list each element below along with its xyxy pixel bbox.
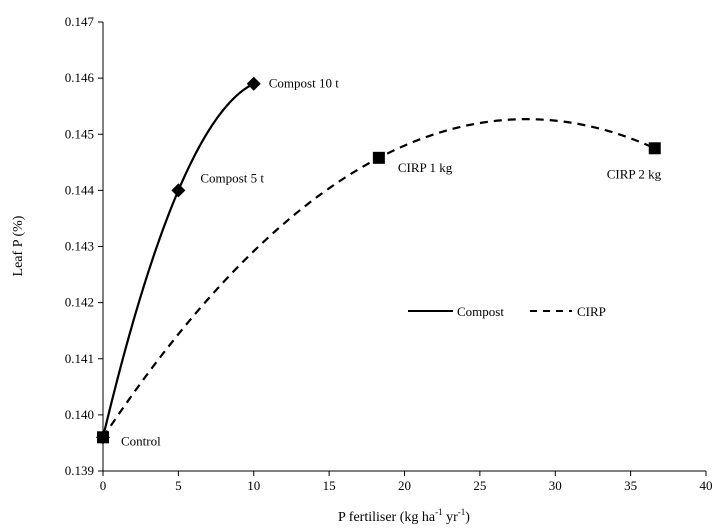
x-tick-label: 40 — [700, 478, 712, 493]
x-axis-title-mid: yr — [443, 510, 459, 525]
y-tick-label: 0.139 — [65, 463, 94, 478]
x-tick-label: 5 — [175, 478, 182, 493]
series-curves — [101, 82, 656, 438]
y-tick-label: 0.143 — [65, 239, 94, 254]
legend: Compost CIRP — [408, 304, 606, 319]
legend-compost-label: Compost — [457, 304, 504, 319]
series-line-cirp — [102, 118, 656, 438]
data-point-cirp — [372, 151, 385, 164]
x-tick-label: 10 — [247, 478, 260, 493]
x-axis-title-sup2: -1 — [458, 507, 466, 517]
x-axis-title-main: P fertiliser (kg ha — [338, 510, 436, 525]
y-tick-label: 0.145 — [65, 126, 94, 141]
point-label: Compost 5 t — [200, 170, 264, 185]
point-labels: Compost 5 t Compost 10 t Control CIRP 1 kg C… — [121, 76, 662, 449]
y-tick-label: 0.142 — [65, 295, 94, 310]
point-label: Control — [121, 433, 161, 448]
x-tick-label: 35 — [624, 478, 637, 493]
data-point-cirp — [97, 431, 109, 444]
x-tick-label: 15 — [323, 478, 336, 493]
data-point-compost — [246, 76, 261, 91]
data-point-cirp — [648, 142, 661, 155]
x-axis-ticks: 0 5 10 15 20 25 30 35 40 — [100, 471, 712, 493]
x-tick-label: 30 — [549, 478, 562, 493]
legend-cirp-label: CIRP — [577, 304, 606, 319]
series-line-compost — [101, 82, 255, 438]
x-axis-title: P fertiliser (kg ha-1 yr-1) — [338, 507, 470, 525]
y-tick-label: 0.147 — [65, 14, 95, 29]
x-tick-label: 25 — [473, 478, 486, 493]
x-tick-label: 0 — [100, 478, 107, 493]
y-tick-label: 0.146 — [65, 70, 95, 85]
point-label: Compost 10 t — [269, 76, 339, 91]
x-axis-title-sup1: -1 — [435, 507, 443, 517]
plot-area — [102, 22, 706, 472]
y-tick-label: 0.141 — [65, 351, 94, 366]
point-label: CIRP 1 kg — [398, 160, 453, 175]
point-label: CIRP 2 kg — [607, 166, 662, 181]
x-tick-label: 20 — [398, 478, 411, 493]
y-tick-label: 0.144 — [65, 182, 95, 197]
y-axis-title: Leaf P (%) — [11, 215, 26, 276]
y-tick-label: 0.140 — [65, 407, 94, 422]
series-markers — [96, 76, 661, 445]
y-axis-ticks: 0.139 0.140 0.141 0.142 0.143 0.144 0.145 0.146… — [65, 14, 103, 478]
data-point-compost — [171, 183, 186, 198]
x-axis-title-end: ) — [465, 510, 470, 525]
